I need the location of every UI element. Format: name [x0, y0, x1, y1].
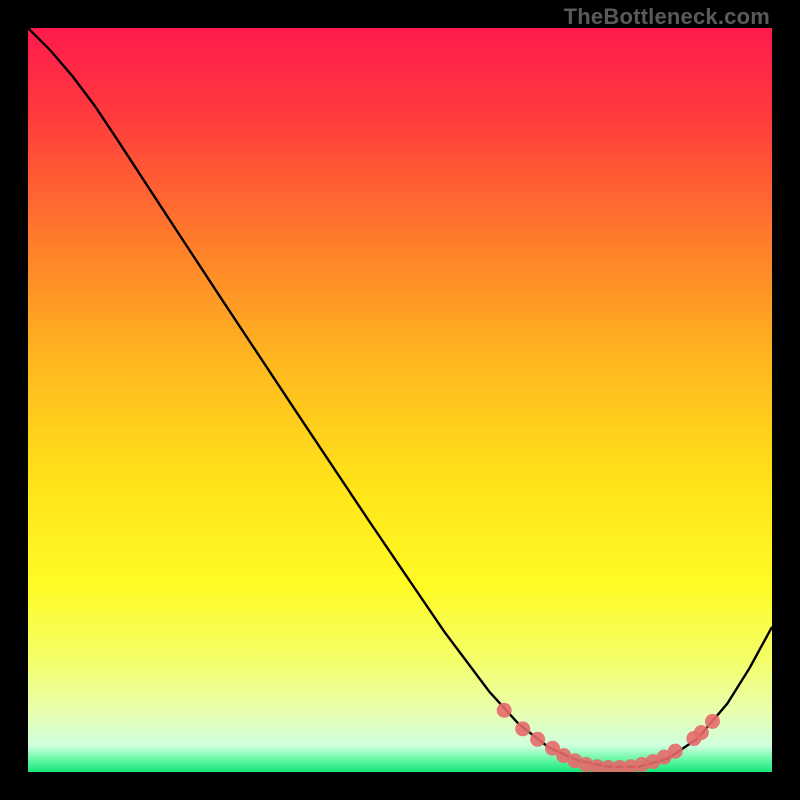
- marker-dot: [530, 732, 545, 747]
- marker-dot: [694, 725, 709, 740]
- marker-dot: [705, 714, 720, 729]
- marker-dot: [668, 744, 683, 759]
- curve-line: [28, 28, 772, 767]
- attribution-label: TheBottleneck.com: [564, 4, 770, 30]
- marker-dot: [515, 721, 530, 736]
- marker-dot: [497, 703, 512, 718]
- chart-container: TheBottleneck.com: [0, 0, 800, 800]
- plot-area: [28, 28, 772, 772]
- marker-group: [497, 703, 720, 772]
- chart-svg: [28, 28, 772, 772]
